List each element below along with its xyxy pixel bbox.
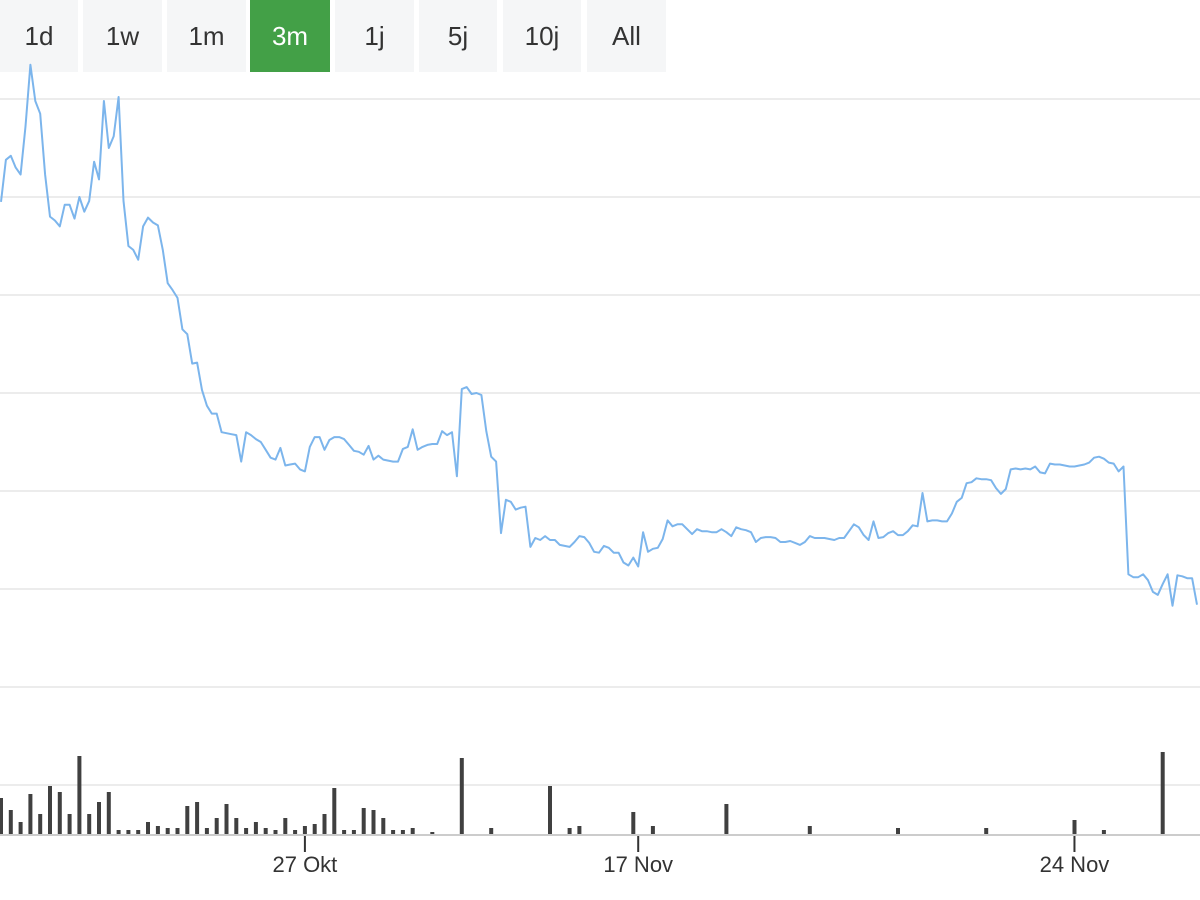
volume-bar [293,830,298,834]
volume-bar [381,818,386,834]
volume-bar [97,802,101,834]
volume-bar [459,758,464,834]
volume-bar [1072,820,1077,834]
range-button-10j[interactable]: 10j [503,0,581,72]
range-button-3m[interactable]: 3m [250,0,330,72]
volume-bar [567,828,572,834]
volume-bar [332,788,337,834]
price-line [0,63,1198,607]
volume-bar [18,822,23,834]
range-button-1m[interactable]: 1m [167,0,246,72]
range-button-1w[interactable]: 1w [83,0,162,72]
volume-bar [807,826,812,834]
volume-bar [1160,752,1165,834]
volume-bar [48,786,52,834]
volume-bar [273,830,278,834]
volume-bar [185,806,190,834]
volume-bars [0,752,1165,834]
volume-bar [322,814,327,834]
volume-bar [77,756,82,834]
volume-bar [650,826,655,834]
x-tick-label: 17 Nov [603,852,673,877]
volume-bar [302,826,307,834]
volume-bar [146,822,150,834]
volume-bar [87,814,92,834]
volume-bar [361,808,366,834]
volume-bar [0,798,3,834]
volume-bar [175,828,180,834]
volume-bar [351,830,356,834]
volume-bar [371,810,376,834]
volume-bar [410,828,415,834]
volume-bar [57,792,62,834]
volume-bar [430,832,435,834]
grid-lines [0,98,1200,786]
volume-bar [283,818,288,834]
volume-bar [263,828,268,834]
volume-bar [1101,830,1106,834]
volume-bar [106,792,111,834]
volume-bar [28,794,33,834]
volume-bar [195,802,200,834]
volume-bar [896,828,900,834]
volume-bar [234,818,239,834]
volume-bar [400,830,405,834]
volume-bar [204,828,209,834]
volume-bar [631,812,636,834]
volume-bar [391,830,396,834]
volume-bar [312,824,317,834]
volume-bar [116,830,121,834]
volume-bar [984,828,989,834]
volume-bar [126,830,131,834]
volume-bar [342,830,347,834]
range-button-1j[interactable]: 1j [335,0,414,72]
volume-bar [155,826,160,834]
volume-bar [67,814,72,834]
volume-bar [489,828,494,834]
x-tick-label: 24 Nov [1040,852,1110,877]
volume-bar [136,830,141,834]
volume-bar [244,828,249,834]
volume-bar [214,818,219,834]
volume-bar [724,804,729,834]
volume-bar [165,828,170,834]
volume-bar [38,814,43,834]
volume-bar [253,822,258,834]
range-button-1d[interactable]: 1d [0,0,78,72]
volume-bar [577,826,582,834]
volume-bar [8,810,13,834]
volume-bar [224,804,229,834]
volume-bar [548,786,552,834]
x-tick-label: 27 Okt [272,852,337,877]
range-button-5j[interactable]: 5j [419,0,497,72]
range-button-all[interactable]: All [587,0,666,72]
